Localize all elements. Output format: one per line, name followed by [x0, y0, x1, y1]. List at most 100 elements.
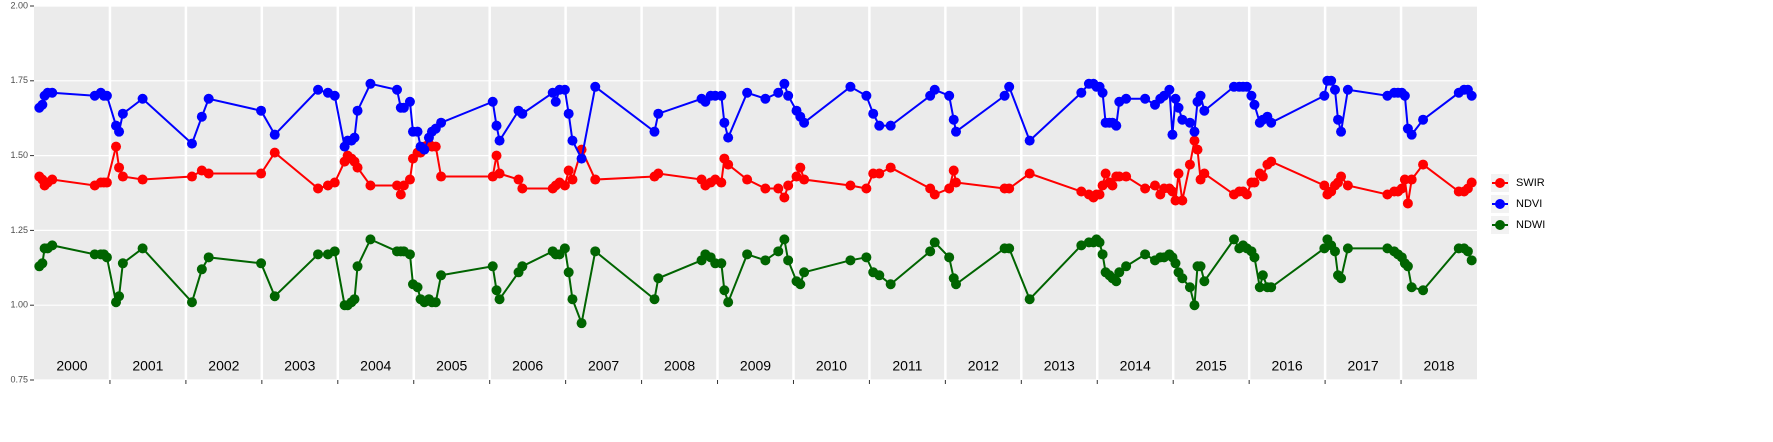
data-point — [513, 174, 524, 185]
year-label: 2009 — [740, 358, 771, 374]
data-point — [1024, 294, 1035, 305]
data-point — [1107, 180, 1118, 191]
data-point — [1094, 189, 1105, 200]
data-point — [404, 96, 415, 107]
data-point — [944, 183, 955, 194]
data-point — [1406, 282, 1417, 293]
data-point — [559, 180, 570, 191]
data-point — [1195, 261, 1206, 272]
data-point — [47, 174, 58, 185]
data-point — [117, 171, 128, 182]
data-point — [799, 267, 810, 278]
data-point — [1406, 129, 1417, 140]
data-point — [392, 180, 403, 191]
data-point — [1100, 168, 1111, 179]
data-point — [269, 129, 280, 140]
data-point — [1184, 159, 1195, 170]
data-point — [517, 183, 528, 194]
data-point — [1114, 171, 1125, 182]
data-point — [1254, 282, 1265, 293]
data-point — [1140, 249, 1151, 260]
data-point — [395, 189, 406, 200]
year-label: 2002 — [208, 358, 239, 374]
data-point — [1246, 90, 1257, 101]
data-point — [874, 270, 885, 281]
data-point — [783, 90, 794, 101]
data-point — [1121, 261, 1132, 272]
data-point — [1024, 168, 1035, 179]
data-point — [550, 96, 561, 107]
data-point — [1336, 126, 1347, 137]
data-point — [47, 240, 58, 251]
data-point — [269, 291, 280, 302]
year-label: 2005 — [436, 358, 467, 374]
data-point — [365, 180, 376, 191]
data-point — [1004, 183, 1015, 194]
data-point — [885, 120, 896, 131]
data-point — [590, 174, 601, 185]
data-point — [412, 282, 423, 293]
data-point — [649, 294, 660, 305]
year-label: 2013 — [1044, 358, 1075, 374]
data-point — [137, 93, 148, 104]
year-label: 2017 — [1348, 358, 1379, 374]
data-point — [1170, 195, 1181, 206]
data-point — [567, 294, 578, 305]
data-point — [559, 84, 570, 95]
data-point — [948, 114, 959, 125]
data-point — [773, 246, 784, 257]
y-tick-label: 2.00 — [10, 0, 28, 10]
year-label: 2004 — [360, 358, 391, 374]
legend-label: NDVI — [1516, 198, 1542, 210]
data-point — [929, 189, 940, 200]
data-point — [861, 252, 872, 263]
data-point — [948, 165, 959, 176]
data-point — [436, 270, 447, 281]
data-point — [1319, 180, 1330, 191]
y-tick-label: 1.50 — [10, 150, 28, 160]
data-point — [719, 117, 730, 128]
data-point — [186, 138, 197, 149]
data-point — [494, 135, 505, 146]
data-point — [1121, 93, 1132, 104]
year-label: 2015 — [1196, 358, 1227, 374]
y-tick-label: 1.00 — [10, 300, 28, 310]
data-point — [590, 246, 601, 257]
data-point — [117, 258, 128, 269]
data-point — [1228, 234, 1239, 245]
data-point — [404, 174, 415, 185]
data-point — [845, 180, 856, 191]
data-point — [929, 84, 940, 95]
data-point — [313, 183, 324, 194]
data-point — [1195, 90, 1206, 101]
data-point — [256, 168, 267, 179]
data-point — [1170, 258, 1181, 269]
data-point — [799, 117, 810, 128]
panel-background — [34, 6, 1477, 380]
data-point — [742, 87, 753, 98]
data-point — [352, 261, 363, 272]
data-point — [868, 108, 879, 119]
data-point — [1140, 93, 1151, 104]
data-point — [1342, 84, 1353, 95]
data-point — [1399, 174, 1410, 185]
data-point — [723, 159, 734, 170]
data-point — [1333, 114, 1344, 125]
data-point — [491, 285, 502, 296]
data-point — [1173, 168, 1184, 179]
data-point — [1004, 81, 1015, 92]
data-point — [412, 126, 423, 137]
data-point — [653, 168, 664, 179]
data-point — [1170, 93, 1181, 104]
data-point — [1004, 243, 1015, 254]
data-point — [779, 78, 790, 89]
data-point — [861, 90, 872, 101]
data-point — [874, 120, 885, 131]
data-point — [1257, 270, 1268, 281]
data-point — [419, 144, 430, 155]
year-label: 2011 — [892, 358, 922, 374]
data-point — [1342, 180, 1353, 191]
data-point — [1418, 159, 1429, 170]
data-point — [576, 318, 587, 329]
data-point — [114, 291, 125, 302]
